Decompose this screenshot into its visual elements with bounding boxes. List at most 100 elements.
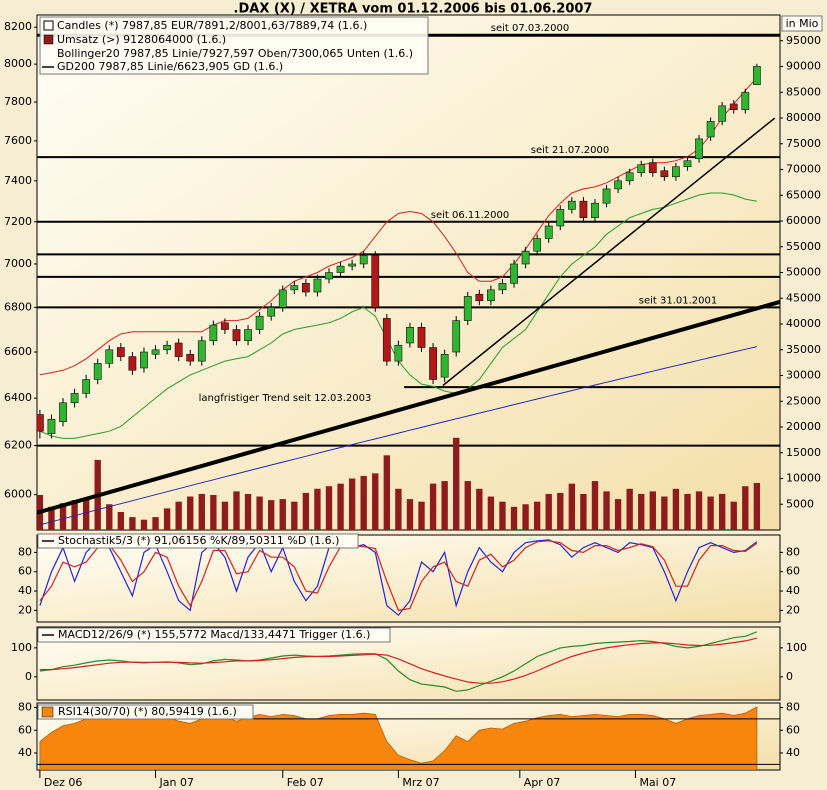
candle-body [660, 170, 669, 178]
y-tick-label: 6600 [4, 345, 32, 358]
volume-bar [730, 501, 737, 530]
y2-tick-label: 50000 [786, 266, 821, 279]
chart-title: .DAX (X) / XETRA vom 01.12.2006 bis 01.0… [234, 2, 593, 17]
volume-bar [302, 492, 310, 530]
volume-bar [591, 481, 599, 530]
stochastic-plot [39, 539, 758, 617]
candle-body [70, 393, 79, 404]
y2-axis-label: in Mio [786, 17, 819, 30]
y-tick-label: 20 [18, 603, 32, 616]
volume-bar [267, 500, 275, 530]
y-tick-label-right: 60 [786, 565, 800, 578]
volume-bar [672, 488, 680, 530]
volume-bar [568, 483, 576, 530]
y-tick-label: 60 [18, 565, 32, 578]
volume-bar [441, 481, 448, 530]
y2-tick-label: 90000 [786, 60, 821, 73]
candle-body [706, 121, 715, 138]
volume-bar [718, 493, 726, 530]
support-label: seit 06.11.2000 [431, 210, 510, 221]
candle-body [463, 296, 472, 321]
x-tick-label: Mrz 07 [402, 776, 439, 789]
y2-tick-label: 75000 [786, 137, 821, 150]
volume-bar [614, 499, 622, 530]
legend-label: Candles (*) 7987,85 EUR/7891,2/8001,63/7… [57, 19, 367, 32]
candle-body [544, 225, 553, 239]
y-tick-label: 0 [25, 670, 32, 683]
volume-bar [233, 491, 240, 530]
candle-body [475, 293, 484, 302]
candle-body [498, 283, 507, 291]
y2-tick-label: 65000 [786, 188, 821, 201]
candle-body [672, 166, 680, 178]
support-label: seit 07.03.2000 [491, 23, 570, 34]
support-label: seit 21.07.2000 [531, 145, 610, 156]
y-tick-label: 100 [11, 641, 32, 654]
y-tick-label: 7000 [4, 257, 32, 270]
volume-bar [383, 455, 390, 530]
candle-body [417, 326, 426, 348]
candle-body [382, 318, 391, 362]
candle-body [359, 255, 368, 265]
volume-bar [48, 506, 55, 530]
volume-bar [221, 501, 229, 530]
stochastic-panel [36, 534, 781, 623]
volume-bar [580, 493, 587, 530]
candle-body [221, 322, 229, 330]
candle-body [186, 353, 195, 362]
candle-body [301, 283, 310, 293]
candle-body [59, 402, 67, 422]
rsi-legend: RSI14(30/70) (*) 80,59419 (1.6.) [37, 704, 254, 720]
volume-bar [499, 501, 506, 530]
candle-body [348, 263, 357, 267]
y2-tick-label: 35000 [786, 343, 821, 356]
candle-body [151, 349, 160, 355]
y2-tick-label: 5000 [786, 497, 814, 510]
y2-tick-label: 80000 [786, 111, 821, 124]
x-tick-label: Apr 07 [524, 776, 561, 789]
candle-body [47, 418, 56, 434]
candle-body [163, 344, 171, 351]
legend-box [39, 16, 429, 75]
candle-body [752, 66, 761, 85]
unit-box [781, 15, 823, 32]
volume-bar [59, 503, 67, 530]
volume-bar [244, 493, 252, 530]
candle-body [533, 238, 542, 252]
volume-bar [695, 491, 703, 530]
volume-bar [187, 496, 194, 530]
y2-tick-label: 40000 [786, 317, 821, 330]
y2-tick-label: 85000 [786, 85, 821, 98]
volume-bar [117, 511, 125, 530]
y2-tick-label: 70000 [786, 163, 821, 176]
candle-body [116, 347, 125, 357]
y2-tick-label: 20000 [786, 420, 821, 433]
macd-plot [39, 631, 758, 692]
candle-body [695, 138, 703, 160]
legend-box [37, 533, 359, 549]
volume-bar [753, 482, 761, 530]
y-tick-label-right: 40 [786, 584, 800, 597]
y-tick-label: 80 [18, 701, 32, 714]
candle-body [718, 105, 727, 122]
volume-bar [649, 491, 656, 530]
x-tick-label: Dez 06 [44, 776, 83, 789]
legend-label: RSI14(30/70) (*) 80,59419 (1.6.) [58, 705, 237, 718]
volume-bar [545, 493, 552, 530]
volume-bar [140, 519, 148, 530]
x-tick-label: Mai 07 [639, 776, 676, 789]
candle-body [406, 326, 414, 344]
candle-body [82, 379, 91, 394]
candle-body [128, 356, 137, 371]
y-tick-label: 8200 [4, 20, 32, 33]
y-tick-label: 6400 [4, 391, 32, 404]
candle-body [729, 103, 738, 111]
candle-body [625, 172, 634, 182]
x-tick-label: Jan 07 [159, 776, 194, 789]
candle-body [602, 188, 611, 204]
legend-label: MACD12/26/9 (*) 155,5772 Macd/133,4471 T… [58, 628, 370, 641]
candle-body [267, 307, 276, 317]
candle-body [290, 285, 299, 291]
volume-bar [395, 488, 402, 530]
